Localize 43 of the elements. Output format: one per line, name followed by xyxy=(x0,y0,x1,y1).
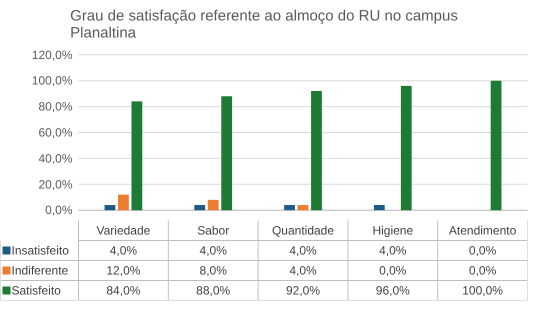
bar xyxy=(194,205,206,210)
data-label: 8,0% xyxy=(200,264,228,278)
data-label: 4,0% xyxy=(110,244,138,258)
legend-label: Insatisfeito xyxy=(12,244,70,258)
bar xyxy=(298,205,308,210)
data-label: 96,0% xyxy=(376,284,410,298)
y-tick-label: 40,0% xyxy=(38,151,73,166)
x-tick-label: Sabor xyxy=(197,224,230,238)
bar xyxy=(131,101,142,210)
data-label: 4,0% xyxy=(289,264,318,278)
data-label: 0,0% xyxy=(379,264,407,278)
y-tick-label: 80,0% xyxy=(38,100,73,114)
bar xyxy=(400,86,412,210)
bar xyxy=(374,205,385,210)
data-label: 92,0% xyxy=(286,284,320,298)
data-label: 88,0% xyxy=(196,284,231,298)
data-label: 84,0% xyxy=(106,284,141,298)
data-label: 100,0% xyxy=(462,284,504,298)
data-label: 0,0% xyxy=(468,264,497,278)
legend-label: Indiferente xyxy=(12,264,69,278)
bar xyxy=(104,205,116,210)
x-tick-label: Atendimento xyxy=(448,224,517,238)
y-tick-label: 60,0% xyxy=(38,126,73,140)
data-label: 4,0% xyxy=(200,244,228,258)
data-label: 4,0% xyxy=(289,244,318,258)
bar xyxy=(118,194,129,210)
data-label: 12,0% xyxy=(106,264,141,278)
bar xyxy=(311,91,322,210)
chart-title: Grau de satisfação referente ao almoço do RU no campus Planaltina xyxy=(70,8,458,42)
x-tick-label: Variedade xyxy=(96,224,151,238)
y-tick-label: 100,0% xyxy=(32,74,73,88)
data-label: 4,0% xyxy=(379,244,407,258)
y-tick-label: 120,0% xyxy=(32,48,73,62)
bar xyxy=(208,200,219,210)
y-tick-label: 0,0% xyxy=(45,203,73,218)
data-label: 0,0% xyxy=(468,244,497,258)
y-tick-label: 20,0% xyxy=(38,177,73,192)
legend-label: Satisfeito xyxy=(12,284,62,298)
bar xyxy=(490,80,502,210)
bar xyxy=(221,96,232,210)
bar xyxy=(284,205,295,210)
x-tick-label: Higiene xyxy=(372,224,414,238)
x-tick-label: Quantidade xyxy=(272,224,334,238)
